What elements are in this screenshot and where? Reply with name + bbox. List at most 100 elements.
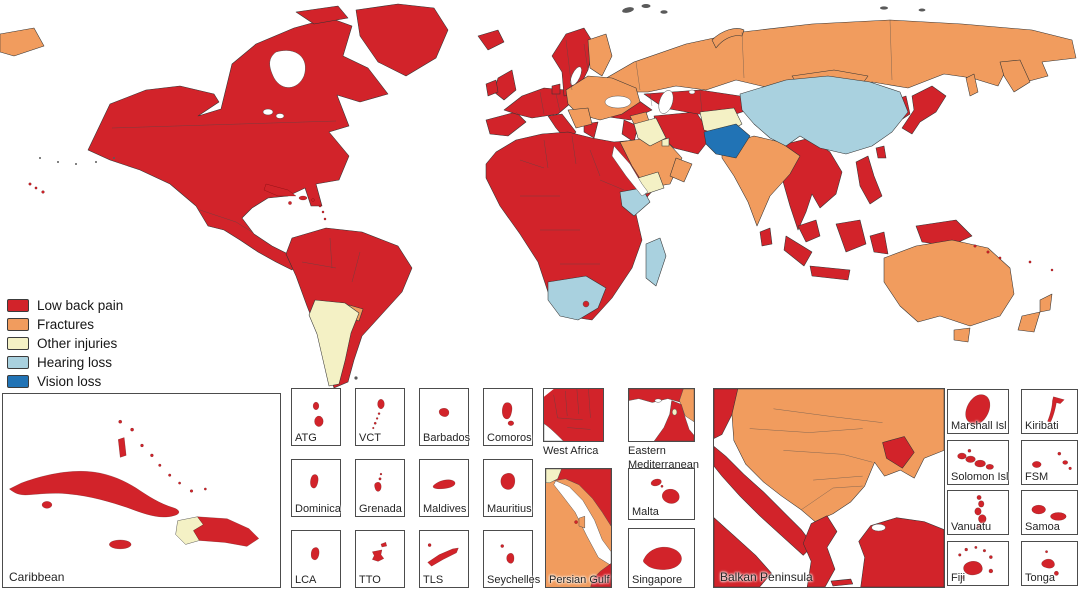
region-australia [883, 239, 1015, 327]
legend-label: Low back pain [37, 298, 124, 313]
legend-swatch-hearing_loss [7, 356, 29, 369]
caspian-sea [658, 90, 674, 114]
inset-label: Fiji [951, 572, 966, 584]
region-sulawesi [869, 231, 889, 255]
pacific-dots [973, 244, 1054, 272]
inset-map-fsm [1032, 451, 1072, 471]
inset-west-africa [543, 388, 604, 442]
inset-label: Dominica [295, 503, 341, 515]
region-chukotka-wrap [0, 27, 45, 57]
inset-label: Comoros [487, 432, 532, 444]
isle-of-youth [41, 501, 53, 509]
inset-maldives: Maldives [419, 459, 469, 517]
inset-map-caribbean [8, 419, 260, 550]
inset-label: Grenada [359, 503, 402, 515]
inset-lca: LCA [291, 530, 341, 588]
inset-map-solomon-isl [957, 448, 994, 470]
inset-map-atg [312, 401, 324, 427]
inset-grenada: Grenada [355, 459, 405, 517]
region-iberia [485, 111, 527, 137]
legend-label: Vision loss [37, 374, 102, 389]
inset-map-vanuatu [974, 495, 987, 529]
inset-label: Maldives [423, 503, 467, 515]
inset-map-grenada [374, 472, 383, 492]
inset-solomon-isl: Solomon Isl [947, 440, 1009, 485]
inset-eastern-mediterranean [628, 388, 695, 442]
inset-map-lca [310, 547, 320, 561]
inset-map-fiji [958, 545, 994, 579]
inset-map-comoros [502, 402, 514, 426]
region-sakhalin [965, 73, 979, 97]
region-western-europe [503, 87, 573, 119]
inset-label: Seychelles [487, 574, 541, 586]
region-balkans [567, 107, 593, 129]
inset-barbados: Barbados [419, 388, 471, 446]
inset-label: Tonga [1025, 572, 1055, 584]
region-taiwan [875, 145, 887, 159]
inset-label-eastern-mediterranean: Eastern Mediterranean [628, 445, 699, 471]
great-lakes [262, 108, 274, 116]
small-islands-dots [28, 4, 1054, 380]
inset-label: Marshall Isl [951, 420, 1007, 432]
hudson-bay [269, 50, 306, 88]
inset-fsm: FSM [1021, 440, 1078, 485]
inset-label: Samoa [1025, 521, 1060, 533]
inset-label: Balkan Peninsula [720, 570, 813, 584]
inset-seychelles: Seychelles [483, 530, 540, 588]
region-argentina [308, 299, 360, 387]
inset-map-maldives [432, 479, 456, 490]
inset-map-kiribati [1047, 396, 1065, 423]
inset-map-eastern-mediterranean [629, 389, 694, 441]
inset-label: Barbados [423, 432, 471, 444]
inset-map-barbados [438, 408, 450, 417]
inset-tto: TTO [355, 530, 405, 588]
inset-label: TTO [359, 574, 381, 586]
inset-label: LCA [295, 574, 317, 586]
inset-fiji: Fiji [947, 541, 1009, 586]
inset-map-dominica [310, 474, 319, 489]
jamaica [109, 539, 132, 550]
black-sea [604, 95, 632, 109]
inset-singapore: Singapore [628, 528, 695, 588]
region-sri-lanka [759, 227, 773, 247]
inset-map-seychelles [500, 544, 515, 564]
inset-label: Solomon Isl [951, 471, 1009, 483]
regions-hearing-loss [547, 75, 909, 321]
aral-sea [688, 89, 696, 95]
inset-label: VCT [359, 432, 381, 444]
region-new-zealand-north [1039, 293, 1053, 313]
caribbean-islands-dots [263, 183, 327, 221]
region-kuwait [661, 137, 670, 147]
region-india [721, 135, 801, 227]
region-finland [587, 33, 613, 77]
regions-fractures [0, 19, 1077, 343]
region-sumatra [783, 235, 813, 267]
red-sea [611, 145, 649, 197]
legend-label: Other injuries [37, 336, 118, 351]
inset-map-balkan-peninsula [714, 389, 944, 587]
inset-map-tto [371, 541, 388, 562]
region-arctic-canada [295, 5, 349, 25]
inset-map-vct [372, 398, 385, 430]
inset-map-mauritius [500, 473, 516, 490]
inset-map-tonga [1041, 550, 1059, 576]
dominican-republic [193, 516, 260, 547]
inset-tonga: Tonga [1021, 541, 1078, 586]
region-iraq [633, 117, 667, 147]
falkland-dot [354, 376, 358, 380]
legend-swatch-low_back_pain [7, 299, 29, 312]
baltic-sea [570, 66, 582, 86]
great-lakes [275, 113, 285, 119]
inset-label: Persian Gulf [549, 574, 610, 586]
region-iceland [477, 29, 505, 51]
region-kamchatka [999, 59, 1031, 93]
region-malaysia [797, 219, 821, 243]
inset-label: Kiribati [1025, 420, 1059, 432]
inset-mauritius: Mauritius [483, 459, 533, 517]
legend-swatch-fractures [7, 318, 29, 331]
region-uae-oman [669, 157, 693, 183]
inset-map-samoa [1031, 504, 1067, 521]
legend-item-vision_loss: Vision loss [7, 372, 123, 391]
region-new-zealand-south [1017, 311, 1041, 333]
